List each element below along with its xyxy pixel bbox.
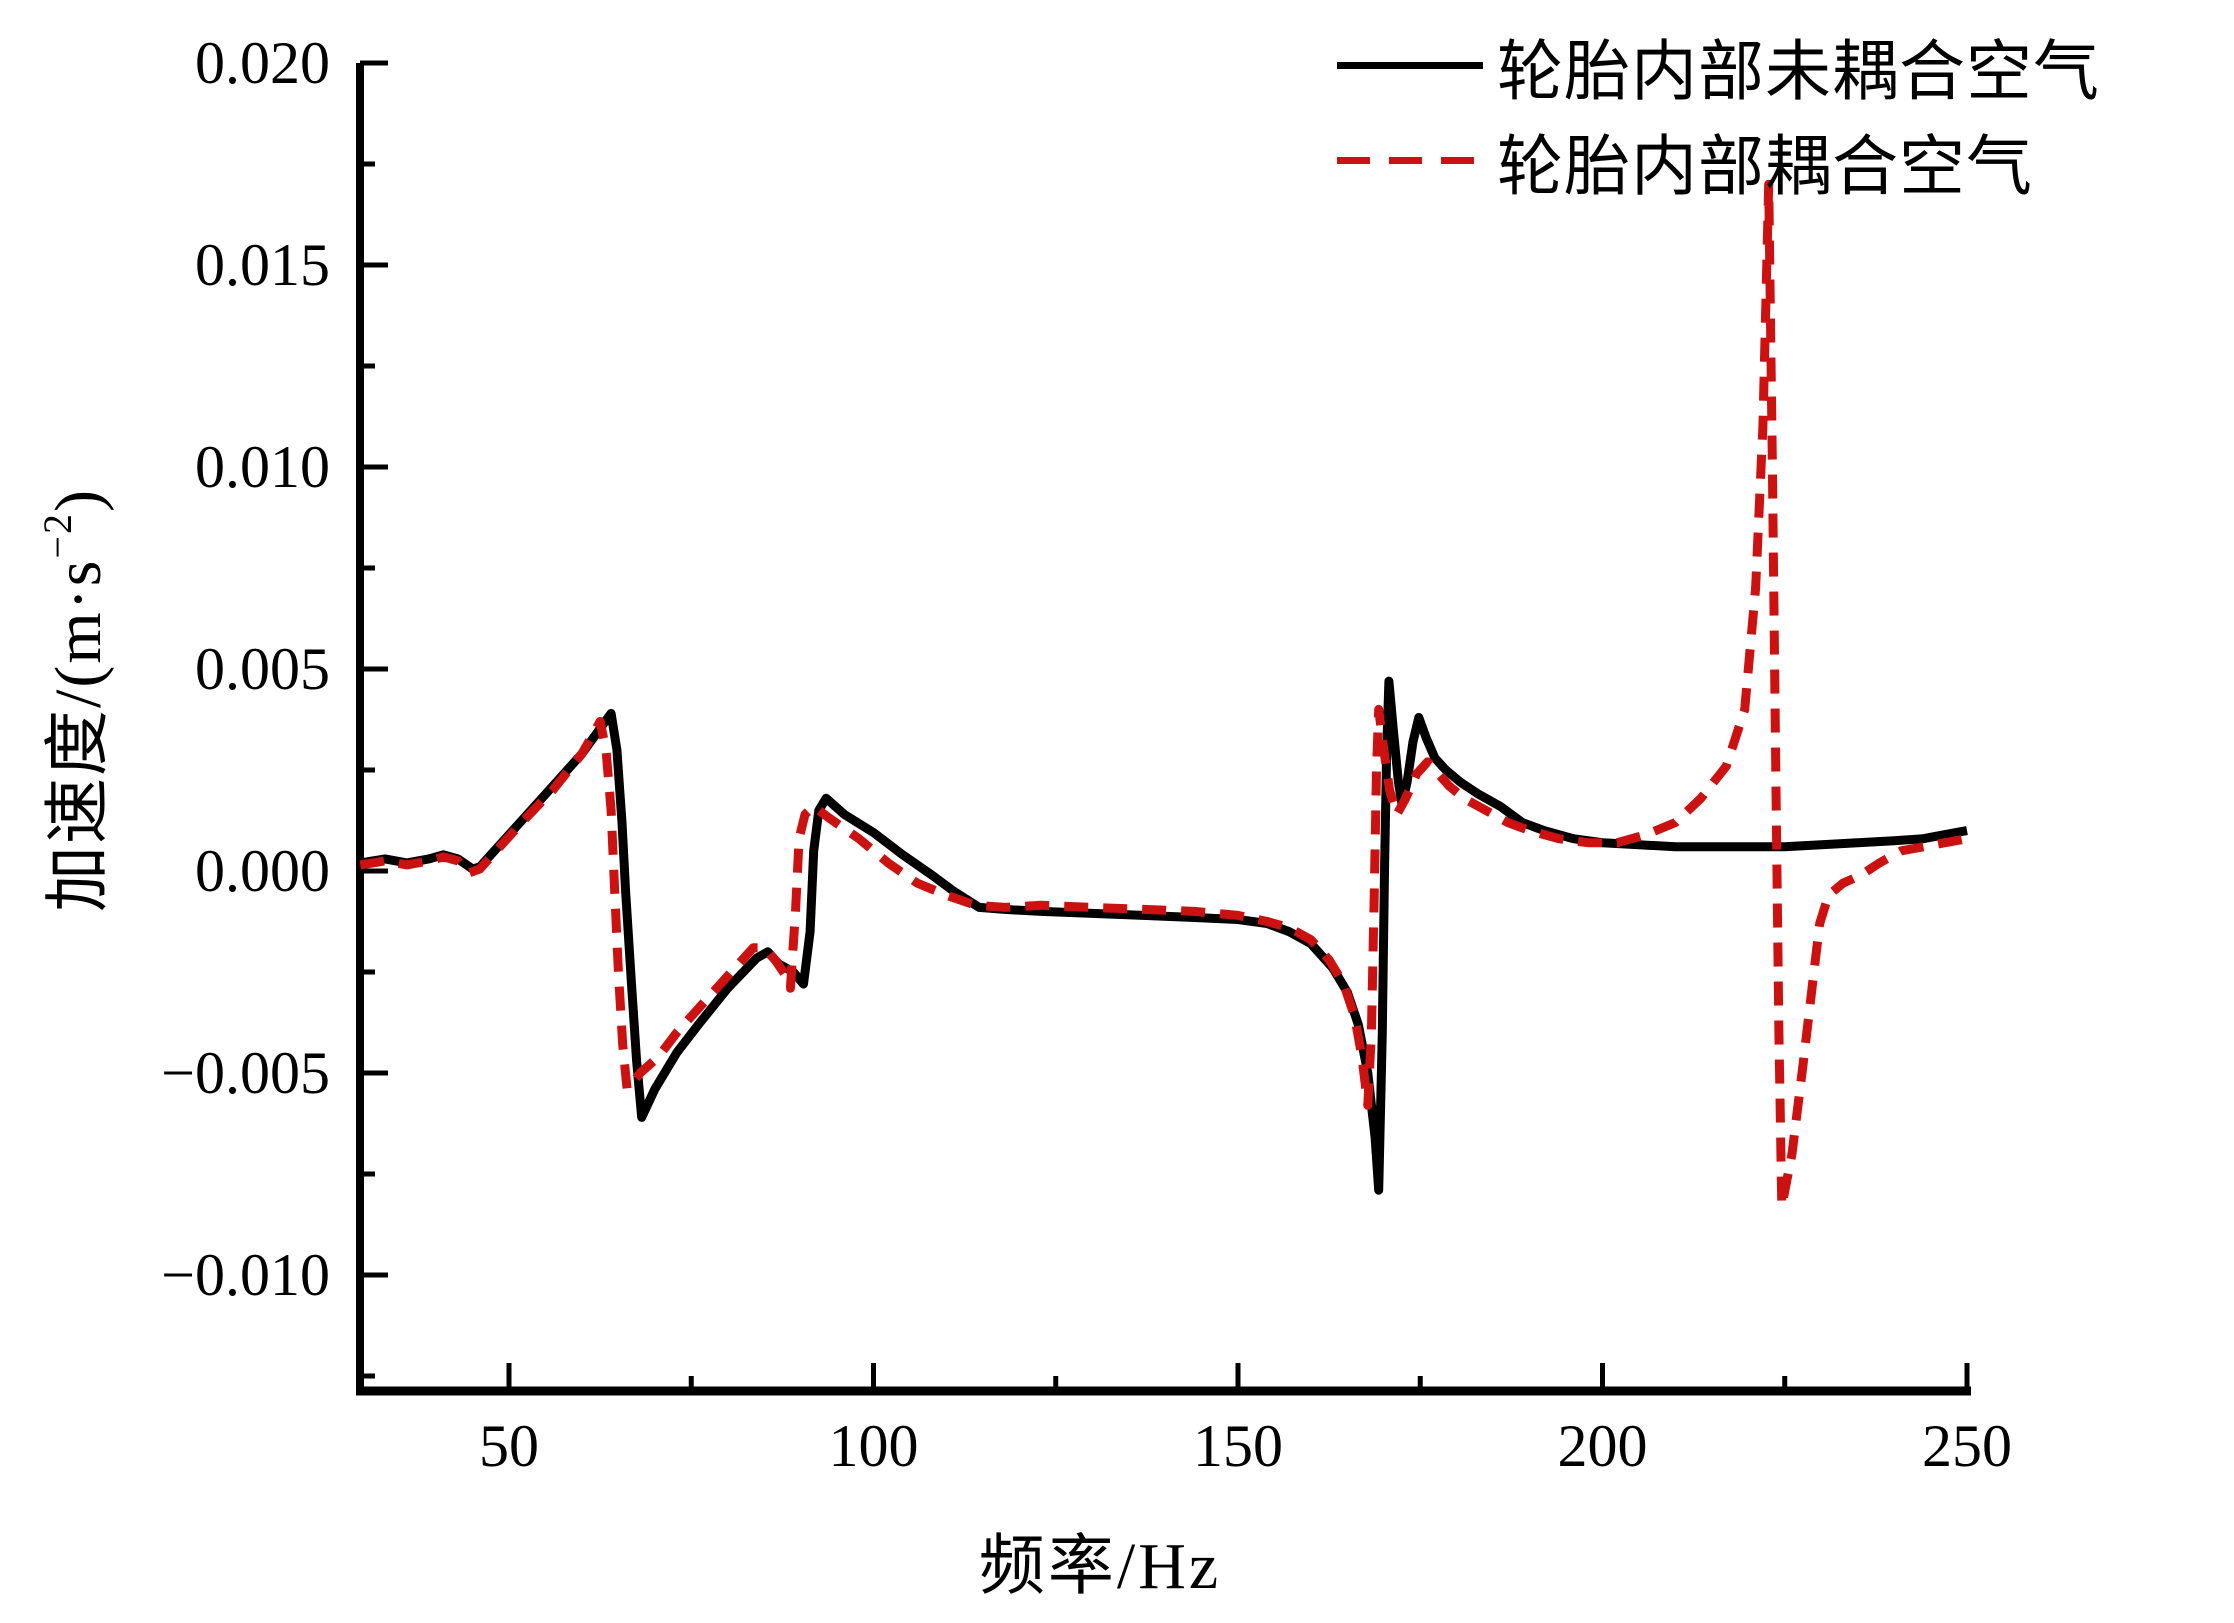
y-tick-label: −0.010 [161,1242,330,1308]
x-tick-label: 250 [1922,1413,2012,1479]
legend-item-coupled: 轮胎内部耦合空气 [1337,113,2100,208]
y-axis-title-base: 加速度/(m·s [42,558,115,912]
legend: 轮胎内部未耦合空气 轮胎内部耦合空气 [1337,18,2100,208]
y-axis-title-close: ) [42,488,115,513]
x-tick-label: 200 [1558,1413,1648,1479]
x-tick-label: 50 [479,1413,539,1479]
legend-line-solid [1337,62,1483,69]
legend-label-coupled: 轮胎内部耦合空气 [1497,130,2033,204]
x-tick-label: 100 [829,1413,919,1479]
x-tick-label: 150 [1193,1413,1283,1479]
series-coupled-line [359,179,1968,1211]
series-uncoupled-line [359,676,1968,1195]
legend-line-dashed [1337,157,1483,164]
y-axis-title: 加速度/(m·s−2) [24,488,120,912]
legend-item-uncoupled: 轮胎内部未耦合空气 [1337,18,2100,113]
y-tick-label: −0.005 [161,1040,330,1106]
y-tick-label: 0.000 [195,838,330,904]
y-tick-label: 0.020 [195,30,330,96]
legend-label-uncoupled: 轮胎内部未耦合空气 [1497,35,2100,109]
x-axis-title: 频率/Hz [978,1530,1222,1603]
y-tick-label: 0.005 [195,636,330,702]
y-axis-title-superscript: −2 [35,512,80,559]
y-tick-label: 0.015 [195,232,330,298]
y-tick-label: 0.010 [195,434,330,500]
